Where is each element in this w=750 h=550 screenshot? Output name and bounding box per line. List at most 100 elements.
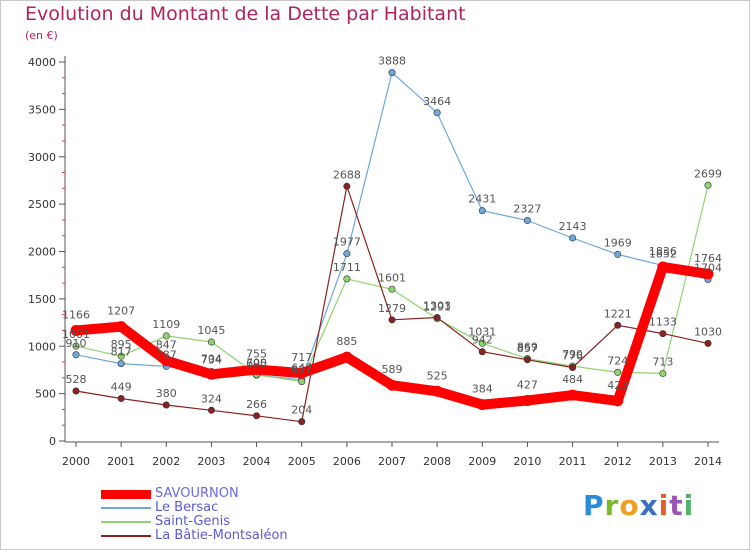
data-label: 695: [246, 357, 267, 370]
data-point: [478, 339, 486, 347]
data-point: [659, 369, 667, 377]
chart-subtitle: (en €): [25, 29, 58, 42]
data-point: [343, 275, 351, 283]
data-point: [205, 368, 217, 380]
data-labels: 1166 1207 847 704 755 717 885 589 525 384 427 484 42…: [62, 55, 722, 417]
data-point: [523, 217, 531, 225]
data-point: [567, 389, 579, 401]
y-tick-label: 500: [35, 388, 56, 401]
y-tick-label: 1000: [28, 340, 56, 353]
data-point: [704, 181, 712, 189]
data-point: [162, 332, 170, 340]
data-point: [388, 69, 396, 77]
data-label: 427: [517, 379, 538, 392]
data-label: 787: [156, 348, 177, 361]
data-point: [569, 234, 577, 242]
x-tick-label: 2003: [197, 455, 225, 468]
x-tick-label: 2002: [152, 455, 180, 468]
data-label: 380: [156, 387, 177, 400]
data-label: 2327: [513, 203, 541, 216]
data-label: 1764: [694, 252, 722, 265]
data-label: 1711: [333, 261, 361, 274]
data-label: 869: [517, 341, 538, 354]
data-point: [343, 250, 351, 258]
data-point: [298, 378, 306, 386]
y-tick-label: 3000: [28, 151, 56, 164]
data-label: 1001: [62, 328, 90, 341]
data-label: 1031: [468, 325, 496, 338]
x-tick-label: 2006: [333, 455, 361, 468]
data-point: [388, 285, 396, 293]
data-label: 717: [291, 351, 312, 364]
series-line-1: [75, 71, 709, 381]
data-point: [117, 394, 125, 402]
data-point: [431, 385, 443, 397]
data-label: 1109: [152, 318, 180, 331]
proxiti-logo: Proxiti: [583, 489, 695, 522]
data-label: 704: [201, 352, 222, 365]
data-label: 724: [607, 354, 628, 367]
data-label: 2431: [468, 193, 496, 206]
data-point: [657, 261, 669, 273]
data-label: 1166: [62, 309, 90, 322]
data-label: 423: [607, 379, 628, 392]
data-point: [612, 395, 624, 407]
data-point: [388, 316, 396, 324]
data-point: [72, 387, 80, 395]
data-label: 734: [201, 353, 222, 366]
data-point: [614, 321, 622, 329]
data-point: [702, 268, 714, 280]
legend-swatch: [101, 521, 151, 523]
data-point: [298, 418, 306, 426]
data-label: 895: [111, 338, 132, 351]
data-label: 324: [201, 392, 222, 405]
data-label: 1030: [694, 325, 722, 338]
data-point: [569, 363, 577, 371]
data-label: 1133: [649, 316, 677, 329]
x-tick-label: 2000: [62, 455, 90, 468]
data-label: 3464: [423, 95, 451, 108]
data-label: 857: [517, 342, 538, 355]
data-point: [433, 314, 441, 322]
data-label: 266: [246, 398, 267, 411]
data-point: [117, 352, 125, 360]
data-label: 910: [66, 337, 87, 350]
legend-label: La Bâtie-Montsaléon: [155, 528, 288, 543]
y-tick-label: 2500: [28, 198, 56, 211]
x-tick-label: 2001: [107, 455, 135, 468]
x-tick-label: 2010: [513, 455, 541, 468]
data-label: 942: [472, 334, 493, 347]
data-label: 1601: [378, 271, 406, 284]
legend-swatch: [101, 507, 151, 509]
chart-axes: 0 500 1000 1500 2000 2500 3000 3500 4000 2000 2001…: [28, 56, 722, 468]
data-point: [251, 363, 263, 375]
data-point: [70, 325, 82, 337]
data-label: 2688: [333, 168, 361, 181]
data-label: 790: [562, 348, 583, 361]
data-label: 204: [291, 404, 312, 417]
series-points: [70, 69, 714, 426]
data-label: 2143: [559, 220, 587, 233]
legend-swatch: [101, 535, 151, 537]
data-label: 1207: [107, 305, 135, 318]
data-label: 1977: [333, 236, 361, 249]
legend-label: SAVOURNON: [155, 486, 239, 501]
data-point: [160, 355, 172, 367]
data-point: [614, 368, 622, 376]
data-label: 1303: [423, 300, 451, 313]
data-label: 700: [246, 357, 267, 370]
data-point: [521, 395, 533, 407]
data-label: 384: [472, 383, 493, 396]
data-label: 885: [336, 335, 357, 348]
y-tick-label: 4000: [28, 56, 56, 69]
data-label: 3888: [378, 55, 406, 68]
data-label: 1836: [649, 245, 677, 258]
data-point: [253, 412, 261, 420]
data-point: [72, 342, 80, 350]
data-point: [478, 207, 486, 215]
y-tick-label: 3500: [28, 103, 56, 116]
data-point: [115, 321, 127, 333]
data-label: 449: [111, 380, 132, 393]
chart-title: Evolution du Montant de la Dette par Hab…: [25, 3, 466, 25]
